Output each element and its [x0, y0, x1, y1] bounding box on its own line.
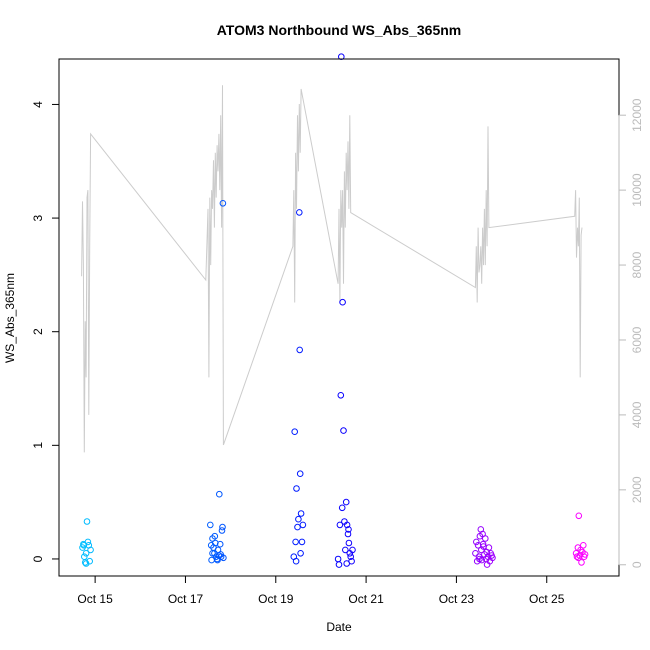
- data-point: [343, 521, 351, 529]
- data-point: [81, 559, 89, 566]
- data-point: [479, 540, 487, 548]
- x-tick-label: Oct 17: [168, 592, 204, 606]
- data-point: [340, 427, 347, 434]
- y-tick-label: 3: [31, 214, 45, 221]
- data-point: [473, 538, 480, 546]
- points-layer: [79, 53, 589, 568]
- y-axis-label: WS_Abs_365nm: [3, 273, 17, 363]
- data-point: [216, 490, 223, 498]
- data-point: [581, 551, 589, 558]
- right-axis: 0 2000 4000 6000 8000 10000 12000: [618, 98, 644, 568]
- x-tick-label: Oct 15: [77, 592, 113, 606]
- plot-frame: [58, 58, 620, 577]
- data-point: [575, 512, 583, 520]
- data-point: [580, 542, 587, 549]
- data-point: [219, 200, 227, 207]
- data-point: [336, 521, 344, 529]
- data-point: [80, 542, 88, 549]
- data-point: [217, 551, 224, 558]
- y-right-tick-label: 12000: [630, 98, 644, 132]
- data-point: [337, 392, 345, 399]
- data-point: [83, 518, 91, 525]
- data-point: [82, 560, 90, 567]
- data-point: [472, 550, 479, 557]
- data-point: [345, 526, 352, 533]
- x-tick-label: Oct 23: [439, 592, 475, 606]
- y-right-tick-label: 2000: [630, 476, 644, 503]
- data-point: [482, 535, 489, 542]
- y-right-tick-label: 0: [630, 561, 644, 568]
- data-point: [478, 546, 485, 554]
- x-tick-label: Oct 25: [529, 592, 565, 606]
- x-tick-label: Oct 21: [348, 592, 384, 606]
- x-tick-label: Oct 19: [258, 592, 294, 606]
- y-tick-label: 4: [31, 101, 45, 108]
- data-point: [345, 539, 353, 547]
- y-tick-label: 1: [31, 442, 45, 449]
- secondary-series-line: [81, 85, 583, 453]
- chart-title: ATOM3 Northbound WS_Abs_365nm: [217, 22, 462, 38]
- data-point: [296, 346, 304, 354]
- data-point: [335, 561, 343, 568]
- left-axis: 0 1 2 3 4: [31, 101, 60, 562]
- data-point: [334, 555, 342, 563]
- y-tick-label: 2: [31, 328, 45, 335]
- data-point: [342, 498, 350, 506]
- data-point: [344, 530, 352, 538]
- data-point: [489, 554, 496, 562]
- data-point: [338, 504, 346, 512]
- y-right-tick-label: 8000: [630, 251, 644, 278]
- data-point: [297, 510, 305, 517]
- data-point: [342, 546, 349, 554]
- data-point: [209, 550, 216, 557]
- data-point: [214, 556, 221, 564]
- data-point: [483, 548, 491, 556]
- data-point: [297, 550, 304, 557]
- data-point: [292, 557, 300, 565]
- data-point: [295, 515, 302, 523]
- data-point: [84, 538, 92, 546]
- data-point: [347, 553, 355, 561]
- y-tick-label: 0: [31, 555, 45, 562]
- data-point: [578, 559, 585, 566]
- data-point: [219, 523, 226, 531]
- data-point: [294, 523, 301, 531]
- data-point: [476, 555, 483, 563]
- data-point: [299, 521, 307, 529]
- data-point: [293, 485, 300, 492]
- x-axis: Oct 15 Oct 17 Oct 19 Oct 21 Oct 23 Oct 25: [77, 575, 565, 606]
- data-point: [298, 538, 306, 546]
- data-point: [339, 298, 346, 306]
- y-right-tick-label: 4000: [630, 401, 644, 428]
- data-point: [575, 554, 582, 562]
- data-point: [292, 538, 299, 546]
- y-right-tick-label: 6000: [630, 326, 644, 353]
- data-point: [216, 540, 224, 548]
- data-point: [87, 546, 94, 554]
- y-right-tick-label: 10000: [630, 173, 644, 207]
- data-point: [218, 527, 226, 534]
- data-point: [349, 546, 356, 554]
- data-point: [296, 470, 304, 478]
- secondary-line-layer: [81, 85, 583, 453]
- data-point: [211, 532, 219, 540]
- data-point: [207, 521, 214, 529]
- data-point: [82, 550, 90, 557]
- data-point: [296, 209, 303, 216]
- data-point: [343, 560, 351, 567]
- data-point: [291, 428, 299, 436]
- x-axis-label: Date: [326, 620, 352, 634]
